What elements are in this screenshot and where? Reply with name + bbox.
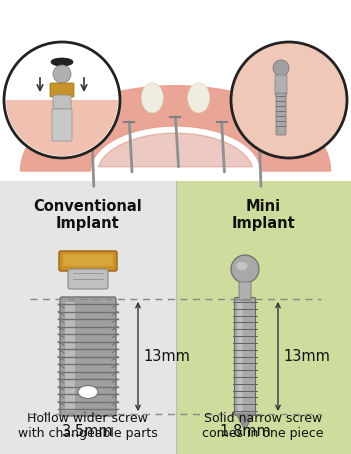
Ellipse shape — [273, 60, 289, 76]
Ellipse shape — [141, 83, 163, 113]
Ellipse shape — [51, 58, 73, 66]
Ellipse shape — [62, 104, 84, 134]
Bar — [176, 181, 351, 454]
Text: Conventional
Implant: Conventional Implant — [33, 199, 142, 232]
Polygon shape — [20, 86, 331, 171]
Ellipse shape — [231, 90, 253, 120]
FancyBboxPatch shape — [234, 297, 256, 415]
Text: 1.8mm: 1.8mm — [219, 424, 271, 439]
FancyBboxPatch shape — [68, 269, 108, 289]
Ellipse shape — [231, 255, 259, 283]
Ellipse shape — [38, 123, 60, 153]
FancyBboxPatch shape — [65, 302, 75, 411]
FancyBboxPatch shape — [238, 301, 243, 411]
FancyBboxPatch shape — [63, 254, 113, 266]
Ellipse shape — [267, 104, 289, 134]
Polygon shape — [99, 133, 252, 167]
FancyBboxPatch shape — [60, 297, 116, 416]
Text: 13mm: 13mm — [283, 349, 330, 364]
Bar — [0, 181, 176, 454]
Ellipse shape — [291, 123, 313, 153]
FancyBboxPatch shape — [52, 109, 72, 141]
Circle shape — [4, 42, 120, 158]
Ellipse shape — [53, 65, 71, 83]
Ellipse shape — [237, 262, 247, 270]
FancyBboxPatch shape — [275, 75, 287, 95]
Bar — [0, 0, 351, 181]
FancyBboxPatch shape — [239, 282, 251, 300]
Ellipse shape — [98, 90, 120, 120]
Text: Hollow wider screw
with changeable parts: Hollow wider screw with changeable parts — [18, 412, 158, 440]
Text: Solid narrow screw
comes in one piece: Solid narrow screw comes in one piece — [203, 412, 324, 440]
FancyBboxPatch shape — [276, 93, 286, 135]
Text: 13mm: 13mm — [143, 349, 190, 364]
FancyBboxPatch shape — [53, 95, 71, 109]
Circle shape — [231, 42, 347, 158]
FancyBboxPatch shape — [50, 83, 74, 97]
Text: Mini
Implant: Mini Implant — [231, 199, 295, 232]
Polygon shape — [236, 414, 254, 430]
Wedge shape — [6, 100, 118, 156]
Ellipse shape — [188, 83, 210, 113]
Text: 3.5mm: 3.5mm — [62, 424, 114, 439]
FancyBboxPatch shape — [59, 251, 117, 271]
Ellipse shape — [78, 385, 98, 399]
